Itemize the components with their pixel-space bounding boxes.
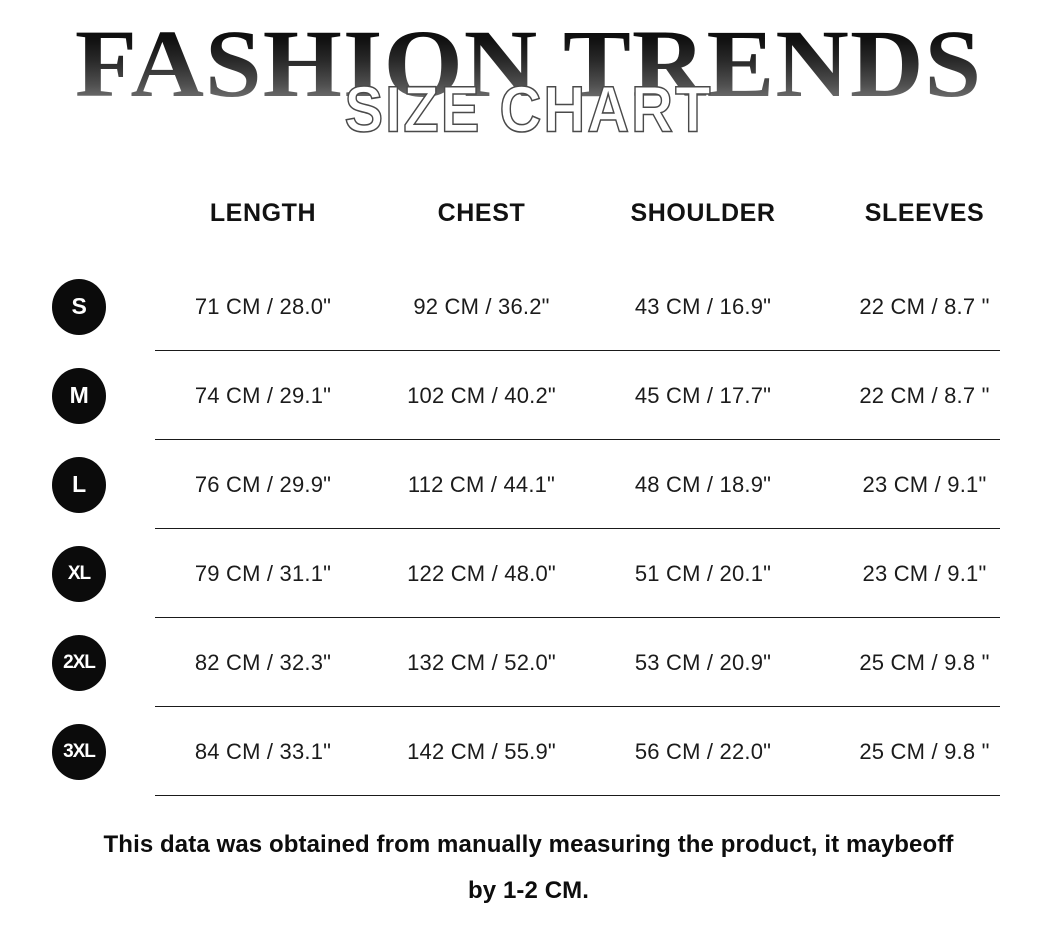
cell-chest: 142 CM / 55.9" [407,738,556,764]
subtitle-size-chart: SIZE CHART [344,73,713,146]
cell-sleeves: 22 CM / 8.7 " [859,382,990,408]
cell-length: 84 CM / 33.1" [194,738,332,764]
cell-sleeves: 23 CM / 9.1" [862,471,987,497]
cell-length: 74 CM / 29.1" [194,382,332,408]
row-divider [155,795,1000,796]
column-header-shoulder: SHOULDER [630,198,776,227]
row-divider [155,350,1000,351]
page-title: FASHION TRENDS [0,14,1057,114]
cell-chest: 92 CM / 36.2" [413,293,550,319]
cell-length: 76 CM / 29.9" [194,471,332,497]
table-row: L 76 CM / 29.9" 112 CM / 44.1" 48 CM / 1… [0,440,1057,529]
cell-length: 71 CM / 28.0" [194,293,332,319]
size-badge-cell: XL [0,545,152,602]
size-badge-cell: L [0,456,152,513]
disclaimer-line-1: This data was obtained from manually mea… [103,831,954,858]
table-row: XL 79 CM / 31.1" 122 CM / 48.0" 51 CM / … [0,529,1057,618]
size-badge-cell: S [0,278,152,335]
disclaimer-line-2: by 1-2 CM. [467,877,590,904]
cell-chest: 112 CM / 44.1" [407,471,556,497]
table-row: 2XL 82 CM / 32.3" 132 CM / 52.0" 53 CM /… [0,618,1057,707]
cell-length: 79 CM / 31.1" [194,560,332,586]
row-divider [155,439,1000,440]
cell-sleeves: 22 CM / 8.7 " [859,293,990,319]
table-row: 3XL 84 CM / 33.1" 142 CM / 55.9" 56 CM /… [0,707,1057,796]
cell-shoulder: 43 CM / 16.9" [634,293,772,319]
cell-shoulder: 51 CM / 20.1" [634,560,772,586]
table-row: M 74 CM / 29.1" 102 CM / 40.2" 45 CM / 1… [0,351,1057,440]
size-badge-l: L [52,456,106,513]
table-row: S 71 CM / 28.0" 92 CM / 36.2" 43 CM / 16… [0,262,1057,351]
cell-shoulder: 45 CM / 17.7" [634,382,772,408]
size-badge-xl: XL [52,545,106,602]
size-badge-cell: 3XL [0,723,152,780]
size-badge-2xl: 2XL [52,634,106,691]
row-divider [155,706,1000,707]
row-divider [155,617,1000,618]
row-divider [155,528,1000,529]
cell-chest: 132 CM / 52.0" [407,649,556,675]
column-header-chest: CHEST [437,198,526,227]
column-header-length: LENGTH [209,198,317,227]
size-badge-s: S [52,278,106,335]
cell-sleeves: 25 CM / 9.8 " [859,738,990,764]
cell-shoulder: 56 CM / 22.0" [634,738,772,764]
cell-length: 82 CM / 32.3" [194,649,332,675]
cell-sleeves: 25 CM / 9.8 " [859,649,990,675]
cell-chest: 102 CM / 40.2" [407,382,556,408]
size-badge-m: M [52,367,106,424]
table-column-header-row: LENGTH CHEST SHOULDER SLEEVES [0,190,1057,236]
column-header-sleeves: SLEEVES [864,198,985,227]
size-chart-table: S 71 CM / 28.0" 92 CM / 36.2" 43 CM / 16… [0,262,1057,796]
cell-shoulder: 48 CM / 18.9" [634,471,772,497]
size-badge-cell: M [0,367,152,424]
measurement-disclaimer: This data was obtained from manually mea… [0,822,1057,914]
title-block: FASHION TRENDS SIZE CHART [0,0,1057,165]
size-badge-cell: 2XL [0,634,152,691]
cell-chest: 122 CM / 48.0" [407,560,556,586]
size-badge-3xl: 3XL [52,723,106,780]
cell-shoulder: 53 CM / 20.9" [634,649,772,675]
cell-sleeves: 23 CM / 9.1" [862,560,987,586]
